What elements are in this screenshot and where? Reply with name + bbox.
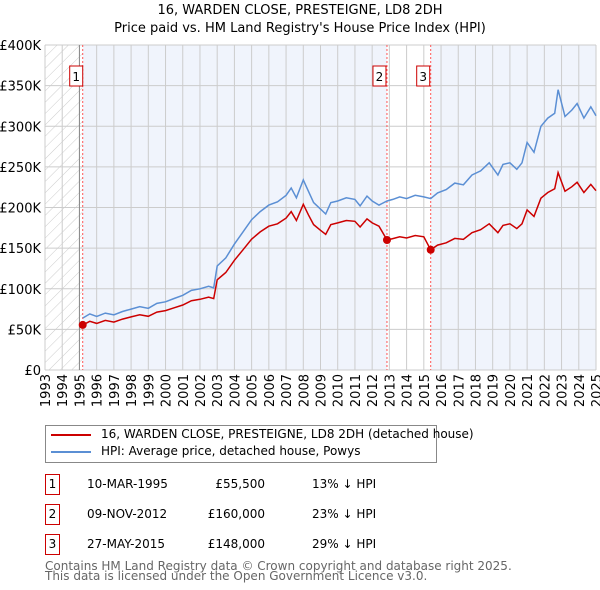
y-tick-label: £100K	[0, 283, 41, 298]
x-tick-label: 2009	[315, 374, 330, 407]
chart-title: 16, WARDEN CLOSE, PRESTEIGNE, LD8 2DH	[157, 3, 443, 18]
legend-label-hpi: HPI: Average price, detached house, Powy…	[101, 444, 361, 458]
x-tick-label: 1997	[108, 374, 123, 407]
plot-area: £0 £50K £100K £150K £200K £250K £300K £350K £400…	[0, 39, 600, 407]
x-tick-label: 1998	[125, 374, 140, 407]
sale-hpi-diff: 23% ↓ HPI	[312, 507, 377, 521]
sale-hpi-diff: 13% ↓ HPI	[312, 477, 377, 491]
sale-point-1	[78, 320, 87, 329]
x-tick-label: 2002	[194, 374, 209, 407]
y-tick-label: £0	[24, 364, 41, 379]
sale-badge-3	[416, 65, 431, 87]
y-tick-label: £50K	[8, 323, 42, 338]
chart-subtitle: Price paid vs. HM Land Registry's House …	[114, 21, 486, 36]
x-tick-label: 1996	[91, 374, 106, 407]
sale-price: £148,000	[207, 537, 265, 551]
sale-row-badge: 2	[45, 504, 60, 525]
x-tick-label: 2014	[401, 374, 416, 407]
x-tick-label: 2023	[556, 374, 571, 407]
x-tick-label: 2003	[211, 374, 226, 407]
legend-label-property: 16, WARDEN CLOSE, PRESTEIGNE, LD8 2DH (d…	[101, 427, 474, 441]
sale-row: 1 10-MAR-1995 £55,500 13% ↓ HPI	[45, 474, 445, 496]
legend: 16, WARDEN CLOSE, PRESTEIGNE, LD8 2DH (d…	[45, 425, 474, 463]
y-tick-label: £300K	[0, 120, 41, 135]
x-tick-label: 2012	[366, 374, 381, 407]
sale-price: £55,500	[215, 477, 265, 491]
x-tick-label: 2008	[297, 374, 312, 407]
x-tick-label: 2015	[418, 374, 433, 407]
hpi-line	[82, 89, 597, 319]
x-tick-label: 2016	[435, 374, 450, 407]
x-tick-label: 2019	[487, 374, 502, 407]
legend-swatch-hpi	[51, 451, 91, 453]
y-tick-label: £400K	[0, 39, 41, 54]
x-tick-label: 1999	[142, 374, 157, 407]
sale-row: 2 09-NOV-2012 £160,000 23% ↓ HPI	[45, 504, 445, 526]
sale-badge-label: 3	[419, 70, 427, 84]
sale-date: 10-MAR-1995	[87, 477, 168, 491]
sale-badge-2	[372, 65, 387, 87]
x-tick-label: 2018	[469, 374, 484, 407]
sale-hpi-diff: 29% ↓ HPI	[312, 537, 377, 551]
x-tick-label: 2022	[538, 374, 553, 407]
y-tick-label: £250K	[0, 161, 41, 176]
x-tick-label: 2025	[590, 374, 600, 407]
x-tick-label: 2010	[332, 374, 347, 407]
sale-row-badge: 1	[45, 474, 60, 495]
sale-price: £160,000	[207, 507, 265, 521]
sale-point-2	[382, 236, 391, 244]
sale-date: 27-MAY-2015	[87, 537, 166, 551]
x-tick-label: 2004	[228, 374, 243, 407]
x-tick-label: 2006	[263, 374, 278, 407]
y-tick-label: £350K	[0, 80, 41, 95]
sale-date: 09-NOV-2012	[87, 507, 168, 521]
x-tick-label: 2000	[160, 374, 175, 407]
sale-point-3	[426, 245, 435, 254]
x-tick-label: 2013	[383, 374, 398, 407]
x-tick-label: 2005	[246, 374, 261, 407]
y-tick-label: £200K	[0, 202, 41, 217]
x-tick-label: 1995	[73, 374, 88, 407]
x-tick-label: 2020	[504, 374, 519, 407]
x-tick-label: 2001	[177, 374, 192, 407]
x-tick-label: 2007	[280, 374, 295, 407]
x-tick-label: 2021	[521, 374, 536, 407]
price-paid-line	[82, 169, 597, 326]
x-tick-label: 1994	[56, 374, 71, 407]
sale-badge-1	[69, 65, 84, 87]
footer-line2: This data is licensed under the Open Gov…	[45, 569, 428, 583]
x-tick-label: 2024	[573, 374, 588, 407]
x-tick-label: 2011	[349, 374, 364, 407]
legend-swatch-property	[51, 434, 91, 436]
x-tick-label: 1993	[39, 374, 54, 407]
sale-badge-label: 2	[376, 70, 384, 84]
footer-line1: Contains HM Land Registry data © Crown c…	[45, 559, 512, 573]
sale-badge-label: 1	[72, 70, 80, 84]
y-tick-label: £150K	[0, 242, 41, 257]
sale-row-badge: 3	[45, 534, 60, 555]
sale-row: 3 27-MAY-2015 £148,000 29% ↓ HPI	[45, 534, 445, 556]
x-tick-label: 2017	[452, 374, 467, 407]
